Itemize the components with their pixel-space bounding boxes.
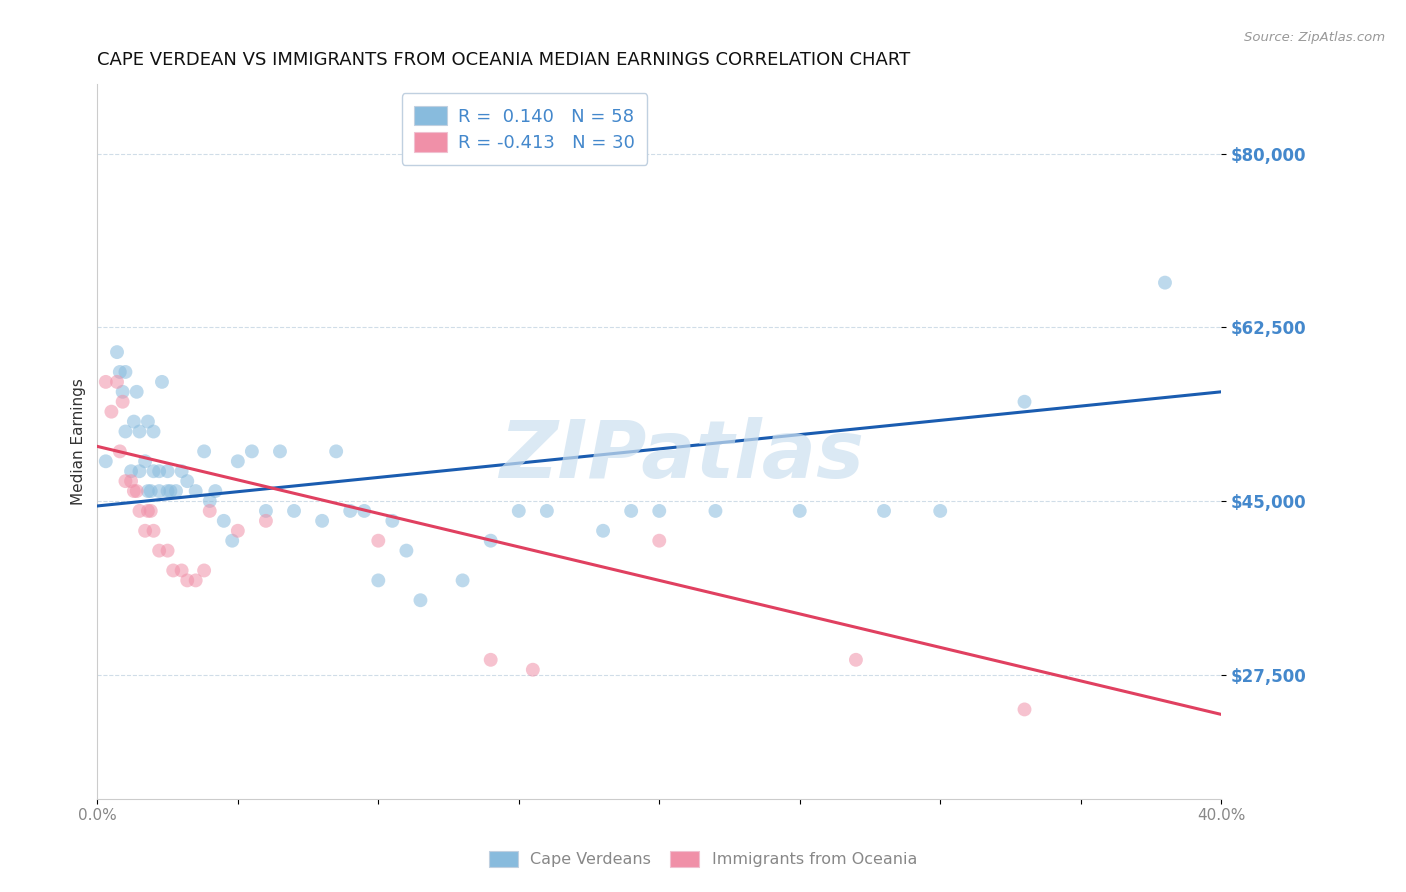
- Point: [148, 464, 170, 478]
- Point: [221, 533, 243, 548]
- Point: [176, 574, 198, 588]
- Point: [198, 504, 221, 518]
- Point: [176, 474, 198, 488]
- Point: [704, 504, 727, 518]
- Point: [125, 484, 148, 499]
- Point: [283, 504, 305, 518]
- Point: [142, 524, 165, 538]
- Point: [148, 484, 170, 499]
- Point: [114, 474, 136, 488]
- Point: [226, 454, 249, 468]
- Point: [395, 543, 418, 558]
- Point: [148, 543, 170, 558]
- Point: [193, 444, 215, 458]
- Point: [128, 464, 150, 478]
- Point: [159, 484, 181, 499]
- Point: [269, 444, 291, 458]
- Y-axis label: Median Earnings: Median Earnings: [72, 378, 86, 505]
- Point: [353, 504, 375, 518]
- Legend: R =  0.140   N = 58, R = -0.413   N = 30: R = 0.140 N = 58, R = -0.413 N = 30: [402, 93, 647, 164]
- Point: [162, 564, 184, 578]
- Point: [128, 425, 150, 439]
- Point: [94, 454, 117, 468]
- Text: CAPE VERDEAN VS IMMIGRANTS FROM OCEANIA MEDIAN EARNINGS CORRELATION CHART: CAPE VERDEAN VS IMMIGRANTS FROM OCEANIA …: [97, 51, 911, 69]
- Point: [125, 384, 148, 399]
- Point: [409, 593, 432, 607]
- Point: [94, 375, 117, 389]
- Point: [522, 663, 544, 677]
- Point: [339, 504, 361, 518]
- Point: [254, 504, 277, 518]
- Point: [111, 394, 134, 409]
- Point: [114, 365, 136, 379]
- Point: [139, 504, 162, 518]
- Point: [156, 464, 179, 478]
- Point: [254, 514, 277, 528]
- Point: [120, 464, 142, 478]
- Point: [226, 524, 249, 538]
- Point: [108, 365, 131, 379]
- Point: [381, 514, 404, 528]
- Point: [204, 484, 226, 499]
- Point: [122, 415, 145, 429]
- Point: [150, 375, 173, 389]
- Point: [212, 514, 235, 528]
- Point: [184, 574, 207, 588]
- Point: [170, 464, 193, 478]
- Point: [134, 524, 156, 538]
- Point: [134, 454, 156, 468]
- Point: [128, 504, 150, 518]
- Point: [122, 484, 145, 499]
- Point: [648, 504, 671, 518]
- Point: [1014, 394, 1036, 409]
- Point: [789, 504, 811, 518]
- Point: [156, 484, 179, 499]
- Point: [108, 444, 131, 458]
- Point: [136, 484, 159, 499]
- Point: [1014, 702, 1036, 716]
- Point: [120, 474, 142, 488]
- Point: [105, 375, 128, 389]
- Text: Source: ZipAtlas.com: Source: ZipAtlas.com: [1244, 31, 1385, 45]
- Point: [136, 504, 159, 518]
- Point: [170, 564, 193, 578]
- Point: [648, 533, 671, 548]
- Point: [536, 504, 558, 518]
- Point: [451, 574, 474, 588]
- Point: [592, 524, 614, 538]
- Point: [165, 484, 187, 499]
- Point: [142, 464, 165, 478]
- Point: [311, 514, 333, 528]
- Point: [479, 653, 502, 667]
- Point: [1154, 276, 1177, 290]
- Point: [198, 494, 221, 508]
- Point: [136, 415, 159, 429]
- Legend: Cape Verdeans, Immigrants from Oceania: Cape Verdeans, Immigrants from Oceania: [481, 843, 925, 875]
- Point: [325, 444, 347, 458]
- Point: [508, 504, 530, 518]
- Point: [142, 425, 165, 439]
- Point: [156, 543, 179, 558]
- Point: [367, 574, 389, 588]
- Text: ZIPatlas: ZIPatlas: [499, 417, 865, 495]
- Point: [193, 564, 215, 578]
- Point: [929, 504, 952, 518]
- Point: [873, 504, 896, 518]
- Point: [184, 484, 207, 499]
- Point: [845, 653, 868, 667]
- Point: [100, 405, 122, 419]
- Point: [111, 384, 134, 399]
- Point: [114, 425, 136, 439]
- Point: [105, 345, 128, 359]
- Point: [479, 533, 502, 548]
- Point: [139, 484, 162, 499]
- Point: [240, 444, 263, 458]
- Point: [367, 533, 389, 548]
- Point: [620, 504, 643, 518]
